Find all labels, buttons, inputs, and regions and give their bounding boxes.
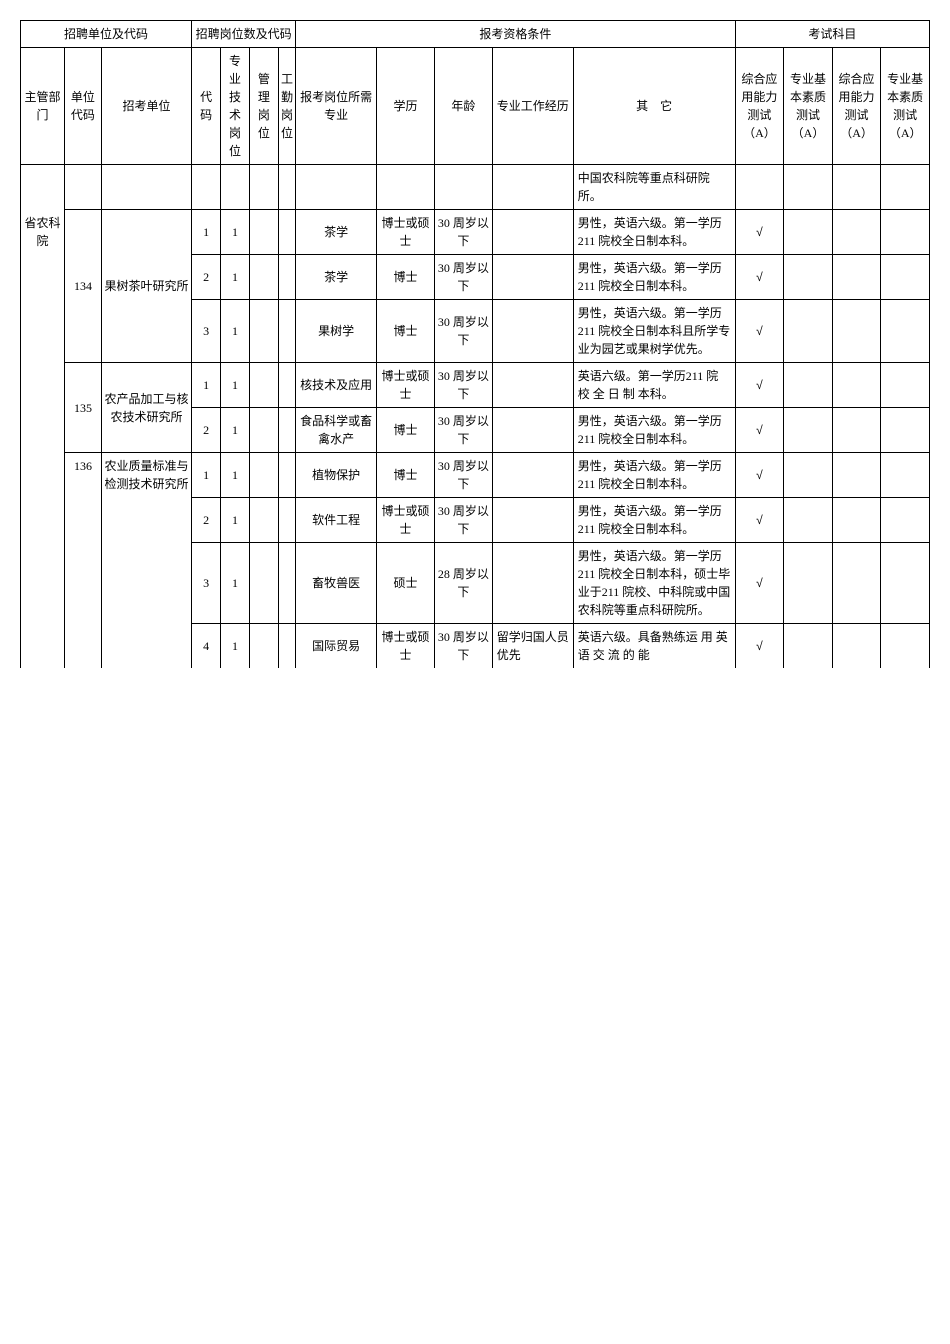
cell-major: 植物保护: [296, 453, 377, 498]
cell-tech: 1: [221, 363, 250, 408]
cell-code: 4: [192, 624, 221, 669]
cell-testA: √: [735, 300, 784, 363]
cell-other: 男性，英语六级。第一学历 211 院校全日制本科。: [573, 453, 735, 498]
cell-tech: 1: [221, 300, 250, 363]
cell-edu: 博士: [377, 255, 435, 300]
header-code: 代码: [192, 48, 221, 165]
cell-age: 30 周岁以下: [434, 624, 492, 669]
recruitment-table: 招聘单位及代码 招聘岗位数及代码 报考资格条件 考试科目 主管部门 单位代码 招…: [20, 20, 930, 668]
cell-major: 软件工程: [296, 498, 377, 543]
header-mgmt: 管理岗位: [249, 48, 278, 165]
cell-testA: √: [735, 408, 784, 453]
cell-other: 男性，英语六级。第一学历 211 院校全日制本科。: [573, 255, 735, 300]
cell-age: 30 周岁以下: [434, 453, 492, 498]
cell-other: 男性，英语六级。第一学历 211 院校全日制本科且所学专业为园艺或果树学优先。: [573, 300, 735, 363]
cell-code: 3: [192, 543, 221, 624]
cell-code: 1: [192, 210, 221, 255]
cell-tech: 1: [221, 453, 250, 498]
cell-major: 核技术及应用: [296, 363, 377, 408]
cell-other: 男性，英语六级。第一学历 211 院校全日制本科。: [573, 210, 735, 255]
header-test-b: 专业基本素质测试（A）: [784, 48, 833, 165]
header-unit-code: 单位代码: [64, 48, 101, 165]
header-major: 报考岗位所需专业: [296, 48, 377, 165]
header-age: 年龄: [434, 48, 492, 165]
cell-other: 男性，英语六级。第一学历 211 院校全日制本科，硕士毕业于211 院校、中科院…: [573, 543, 735, 624]
cell-code: 1: [192, 363, 221, 408]
header-group-position: 招聘岗位数及代码: [192, 21, 296, 48]
cell-major: 国际贸易: [296, 624, 377, 669]
cell-edu: 博士: [377, 408, 435, 453]
cell-other: 男性，英语六级。第一学历 211 院校全日制本科。: [573, 408, 735, 453]
cell-age: 30 周岁以下: [434, 300, 492, 363]
cell-unit-name: 果树茶叶研究所: [101, 210, 191, 363]
cell-testA: √: [735, 498, 784, 543]
cell-testA: √: [735, 624, 784, 669]
cell-age: 30 周岁以下: [434, 255, 492, 300]
header-group-exam: 考试科目: [735, 21, 929, 48]
header-group-unit: 招聘单位及代码: [21, 21, 192, 48]
cell-tech: 1: [221, 210, 250, 255]
cell-tech: 1: [221, 624, 250, 669]
cell-unit-name: 农产品加工与核农技术研究所: [101, 363, 191, 453]
table-row: 中国农科院等重点科研院所。: [21, 165, 930, 210]
cell-major: 食品科学或畜禽水产: [296, 408, 377, 453]
header-other: 其 它: [573, 48, 735, 165]
header-unit-name: 招考单位: [101, 48, 191, 165]
cell-testA: √: [735, 543, 784, 624]
cell-tech: 1: [221, 255, 250, 300]
cell-unit-code: 136: [64, 453, 101, 669]
cell-major: 畜牧兽医: [296, 543, 377, 624]
cell-edu: 博士: [377, 453, 435, 498]
table-body: 中国农科院等重点科研院所。 省农科院 134 果树茶叶研究所 1 1 茶学 博士…: [21, 165, 930, 669]
cell-edu: 博士或硕士: [377, 363, 435, 408]
cell-edu: 博士或硕士: [377, 498, 435, 543]
table-row: 省农科院 134 果树茶叶研究所 1 1 茶学 博士或硕士 30 周岁以下 男性…: [21, 210, 930, 255]
cell-code: 2: [192, 498, 221, 543]
cell-other: 英语六级。具备熟练运 用 英 语 交 流 的 能: [573, 624, 735, 669]
cell-testA: √: [735, 363, 784, 408]
cell-age: 30 周岁以下: [434, 498, 492, 543]
cell-tech: 1: [221, 498, 250, 543]
cell-exp: 留学归国人员优先: [492, 624, 573, 669]
cell-testA: √: [735, 453, 784, 498]
cell-major: 果树学: [296, 300, 377, 363]
cell-testA: √: [735, 210, 784, 255]
cell-age: 30 周岁以下: [434, 363, 492, 408]
table-row: 135 农产品加工与核农技术研究所 1 1 核技术及应用 博士或硕士 30 周岁…: [21, 363, 930, 408]
cell-age: 30 周岁以下: [434, 210, 492, 255]
cell-unit-name: 农业质量标准与检测技术研究所: [101, 453, 191, 669]
header-test-c: 综合应用能力测试（A）: [832, 48, 881, 165]
cell-major: 茶学: [296, 210, 377, 255]
cell-tech: 1: [221, 408, 250, 453]
header-test-a: 综合应用能力测试（A）: [735, 48, 784, 165]
cell-tech: 1: [221, 543, 250, 624]
cell-edu: 硕士: [377, 543, 435, 624]
cell-code: 1: [192, 453, 221, 498]
cell-unit-code: 134: [64, 210, 101, 363]
header-worker: 工勤岗位: [278, 48, 295, 165]
cell-edu: 博士: [377, 300, 435, 363]
header-exp: 专业工作经历: [492, 48, 573, 165]
cell-dept: 省农科院: [21, 210, 65, 669]
cell-code: 2: [192, 408, 221, 453]
cell-other: 英语六级。第一学历211 院 校 全 日 制 本科。: [573, 363, 735, 408]
header-group-qualification: 报考资格条件: [296, 21, 735, 48]
cell-testA: √: [735, 255, 784, 300]
header-edu: 学历: [377, 48, 435, 165]
cell-major: 茶学: [296, 255, 377, 300]
cell-code: 2: [192, 255, 221, 300]
cell-code: 3: [192, 300, 221, 363]
cell-age: 30 周岁以下: [434, 408, 492, 453]
header-tech: 专业技术岗位: [221, 48, 250, 165]
cell-edu: 博士或硕士: [377, 210, 435, 255]
cell-age: 28 周岁以下: [434, 543, 492, 624]
header-test-d: 专业基本素质测试（A）: [881, 48, 930, 165]
cell-other: 中国农科院等重点科研院所。: [573, 165, 735, 210]
header-dept: 主管部门: [21, 48, 65, 165]
cell-unit-code: 135: [64, 363, 101, 453]
table-row: 136 农业质量标准与检测技术研究所 1 1 植物保护 博士 30 周岁以下 男…: [21, 453, 930, 498]
cell-other: 男性，英语六级。第一学历 211 院校全日制本科。: [573, 498, 735, 543]
cell-edu: 博士或硕士: [377, 624, 435, 669]
